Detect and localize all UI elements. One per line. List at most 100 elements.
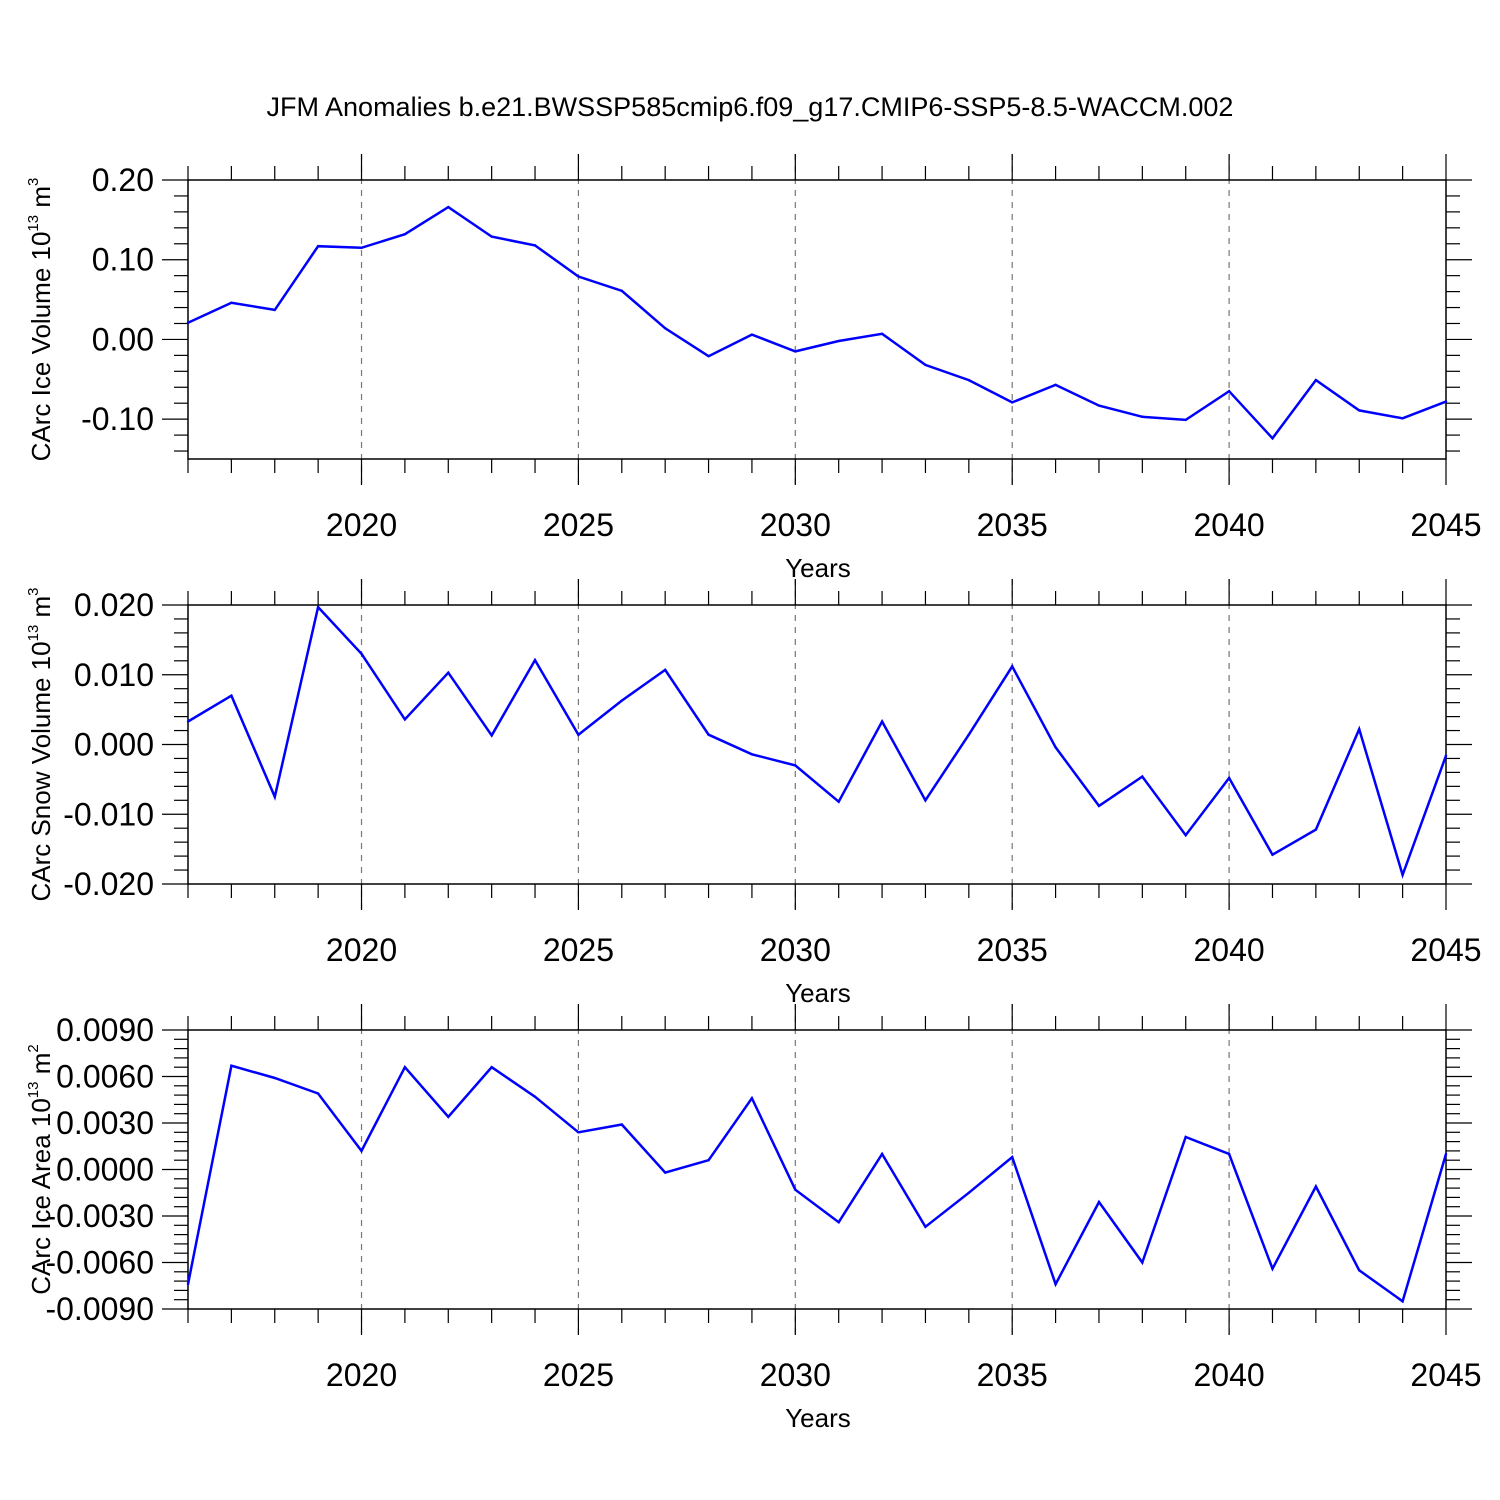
data-point	[1011, 401, 1014, 404]
x-tick-label: 2035	[977, 507, 1048, 543]
data-point	[880, 720, 884, 723]
y-tick-label: -0.020	[63, 866, 154, 902]
data-point	[837, 800, 840, 803]
data-point	[794, 764, 797, 767]
data-point	[880, 332, 884, 336]
chart-panel-2: -0.020 -0.010 0.000 0.010 0.020 2020 2025 2030 2…	[25, 579, 1482, 1008]
plot-frame	[187, 604, 1447, 885]
chart-title: JFM Anomalies b.e21.BWSSP585cmip6.f09_g1…	[267, 92, 1234, 122]
plot-frame	[187, 179, 1447, 460]
data-point	[577, 733, 580, 736]
x-tick-label: 2045	[1410, 1357, 1481, 1393]
y-tick-label: 0.000	[74, 727, 154, 763]
data-line-series	[186, 1064, 1448, 1304]
data-point	[1141, 415, 1144, 418]
data-point	[967, 378, 971, 382]
data-point	[186, 1283, 190, 1286]
x-tick-label: 2040	[1194, 507, 1265, 543]
data-point	[403, 718, 407, 721]
x-axis-label: Years	[785, 1403, 851, 1433]
y-tick-label: 0.010	[74, 657, 154, 693]
data-point	[620, 289, 623, 293]
x-tick-label: 2030	[760, 507, 831, 543]
plot-frame	[187, 1029, 1447, 1310]
x-tick-label: 2025	[543, 507, 614, 543]
data-point	[533, 658, 537, 662]
data-point	[1314, 1185, 1318, 1188]
data-point	[403, 233, 407, 236]
x-tick-label: 2020	[326, 1357, 397, 1393]
data-point	[1141, 1261, 1144, 1264]
y-axis-label-text: CArc Ice Volume 10	[26, 232, 56, 462]
data-point	[533, 244, 537, 247]
y-axis-label-superscript: 3	[25, 178, 42, 186]
data-point	[1358, 409, 1361, 412]
y-tick-label: 0.020	[74, 587, 154, 623]
data-point	[403, 1066, 407, 1069]
data-line-series	[187, 604, 1448, 879]
y-tick-label: 0.0060	[56, 1059, 154, 1095]
data-point	[707, 733, 710, 736]
data-point	[1227, 390, 1231, 393]
y-tick-label: 0.0000	[56, 1152, 154, 1188]
y-axis-label: CArc Ice Area 1013 m2	[25, 1044, 56, 1294]
data-point	[794, 350, 797, 353]
data-point	[1227, 776, 1231, 780]
x-tick-label: 2025	[543, 932, 614, 968]
data-point	[360, 652, 363, 656]
data-point	[273, 308, 276, 312]
x-tick-label: 2030	[760, 932, 831, 968]
chart-panel-1: -0.10 0.00 0.10 0.20 2020 2025 2030 2035 2040 204…	[25, 154, 1482, 583]
x-tick-label: 2020	[326, 507, 397, 543]
y-axis-label-text: m	[26, 1053, 56, 1082]
data-point	[1358, 727, 1361, 731]
data-point	[967, 1191, 971, 1194]
y-axis-label-text: CArc Snow Volume 10	[26, 641, 56, 901]
data-point	[1401, 1300, 1404, 1303]
data-point	[1054, 1283, 1057, 1286]
x-axis-label: Years	[785, 553, 851, 583]
data-point	[230, 1064, 233, 1067]
x-tick-label: 2040	[1194, 932, 1265, 968]
x-tick-label: 2045	[1410, 932, 1481, 968]
data-point	[360, 246, 363, 249]
data-point	[1184, 833, 1187, 837]
data-point	[1011, 1155, 1014, 1159]
data-point	[967, 733, 971, 736]
data-point	[707, 354, 710, 358]
data-point	[1184, 418, 1187, 422]
data-point	[447, 205, 450, 209]
x-axis-label: Years	[785, 978, 851, 1008]
y-axis-label-superscript: 13	[25, 625, 42, 642]
x-tick-label: 2020	[326, 932, 397, 968]
data-point	[1314, 378, 1318, 382]
data-point	[663, 668, 667, 672]
data-point	[447, 1115, 450, 1119]
y-tick-label: -0.0090	[45, 1291, 154, 1327]
y-axis-label-text: m	[26, 186, 56, 215]
x-tick-label: 2040	[1194, 1357, 1265, 1393]
data-point	[1141, 775, 1144, 778]
data-line-series	[187, 205, 1447, 441]
data-point	[1271, 1267, 1274, 1270]
data-point	[273, 795, 276, 799]
x-tick-label: 2035	[977, 932, 1048, 968]
data-point	[663, 1171, 667, 1174]
y-axis-label: CArc Ice Volume 1013 m3	[25, 178, 56, 462]
data-point	[707, 1159, 710, 1162]
data-point	[1358, 1269, 1361, 1272]
data-point	[316, 605, 320, 609]
data-point	[273, 1076, 276, 1080]
x-tick-label: 2025	[543, 1357, 614, 1393]
data-point	[577, 1131, 580, 1134]
data-point	[1314, 828, 1318, 831]
data-point	[1097, 404, 1101, 407]
data-point	[1271, 437, 1274, 440]
y-tick-label: -0.010	[63, 796, 154, 832]
data-point	[794, 1188, 797, 1191]
y-tick-label: 0.0030	[56, 1105, 154, 1141]
data-point	[620, 1123, 623, 1126]
data-point	[316, 1092, 320, 1095]
data-point	[1444, 754, 1448, 757]
